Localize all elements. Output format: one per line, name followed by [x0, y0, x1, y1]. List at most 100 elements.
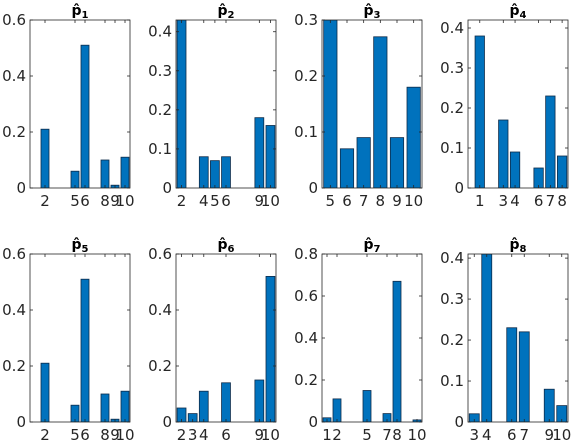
y-tick-label: 0.6 [294, 287, 318, 305]
subplot-3: 0 0.1 0.2 0.3 5 6 7 8 9 10 p̂3 [294, 3, 423, 210]
subplot-title: p̂7 [364, 237, 381, 255]
x-tick-label: 10 [261, 192, 280, 210]
bar [498, 119, 509, 188]
bar [265, 275, 276, 422]
bar [100, 393, 110, 422]
axes-box [321, 253, 423, 423]
x-tick-label: 7 [519, 426, 529, 444]
x-tick-label: 2 [40, 426, 50, 444]
subplot-6: 0 0.2 0.4 0.6 2 3 4 6 910 p̂6 [148, 237, 280, 444]
x-tick-label: 6 [221, 192, 231, 210]
bar [533, 167, 544, 188]
bar [323, 20, 338, 188]
bar [40, 128, 50, 188]
y-tick-label: 0.3 [294, 11, 318, 29]
x-tick-label: 4 [482, 426, 492, 444]
x-tick-label: 6 [221, 426, 231, 444]
x-tick-label: 5 [326, 192, 336, 210]
subplot-title: p̂1 [72, 3, 89, 21]
y-tick-label: 0.2 [148, 101, 172, 119]
bar [176, 407, 187, 422]
subplot-1: 0 0.2 0.4 0.6 2 5 6 8 910 p̂1 [2, 3, 134, 210]
axes-box [29, 19, 131, 189]
bar [198, 156, 209, 188]
bar [80, 44, 90, 188]
y-tick-label: 0.2 [440, 99, 464, 117]
bars [176, 20, 276, 188]
y-tick-label: 0.1 [294, 123, 318, 141]
axes-box [467, 19, 569, 189]
x-tick-label: 2 [177, 426, 187, 444]
y-tick-label: 0 [308, 413, 318, 431]
bar [362, 390, 372, 422]
bar [254, 117, 265, 188]
bars [176, 275, 276, 422]
subplot-title: p̂2 [218, 3, 235, 21]
bars [468, 254, 568, 422]
x-tick-label: 3 [469, 426, 479, 444]
axes-box [321, 19, 423, 189]
bar [389, 137, 405, 188]
x-tick-label: 10 [404, 192, 423, 210]
y-tick-label: 0.3 [148, 62, 172, 80]
bar [356, 137, 371, 188]
y-tick-label: 0.4 [2, 67, 26, 85]
subplot-5: 0 0.2 0.4 0.6 2 5 6 8 910 p̂5 [2, 237, 134, 444]
bar [392, 280, 402, 422]
bar [543, 388, 555, 422]
x-tick-label: 8 [557, 192, 567, 210]
bars [322, 280, 422, 422]
bar [100, 159, 110, 188]
y-tick-label: 0.2 [294, 67, 318, 85]
y-tick-label: 0.4 [440, 249, 464, 267]
y-tick-label: 0.8 [294, 245, 318, 263]
x-tick-label: 3 [188, 426, 198, 444]
x-tick-label: 4 [199, 426, 209, 444]
y-tick-label: 0 [162, 413, 172, 431]
x-tick-label: 8 [392, 426, 402, 444]
x-tick-label: 1 [322, 426, 332, 444]
x-tick-label: 6 [80, 426, 90, 444]
bar [339, 148, 355, 188]
bars [323, 20, 421, 188]
subplot-8: 0 0.1 0.2 0.3 0.4 3 4 6 7 910 p̂8 [440, 237, 571, 444]
bar [120, 156, 130, 188]
axes-box [29, 253, 131, 423]
x-tick-label: 4 [510, 192, 520, 210]
bar [481, 254, 493, 422]
x-tick-label: 5 [70, 192, 80, 210]
x-tick-label: 10 [261, 426, 280, 444]
bar [373, 36, 388, 188]
y-tick-label: 0.4 [148, 23, 172, 41]
x-tick-label: 9 [255, 426, 265, 444]
y-tick-label: 0.2 [440, 331, 464, 349]
x-tick-label: 9 [392, 192, 402, 210]
x-tick-label: 9 [110, 192, 120, 210]
bar [557, 155, 568, 188]
x-tick-label: 6 [80, 192, 90, 210]
bar [254, 379, 265, 422]
y-tick-label: 0 [162, 179, 172, 197]
x-tick-label: 7 [359, 192, 369, 210]
bar [187, 413, 198, 422]
bar [221, 156, 231, 188]
y-tick-label: 0 [454, 179, 464, 197]
x-tick-label: 6 [507, 426, 517, 444]
bar [70, 404, 80, 422]
bar [332, 398, 342, 422]
x-tick-label: 10 [552, 426, 571, 444]
x-tick-label: 2 [177, 192, 187, 210]
bar [176, 20, 187, 188]
y-tick-label: 0.3 [440, 59, 464, 77]
y-tick-label: 0.1 [148, 140, 172, 158]
subplot-2: 0 0.1 0.2 0.3 0.4 2 4 5 6 910 p̂2 [148, 3, 280, 210]
subplot-7: 0 0.2 0.4 0.6 0.8 1 2 5 7 8 10 p̂7 [294, 237, 426, 444]
x-tick-label: 3 [499, 192, 509, 210]
y-tick-label: 0 [16, 179, 26, 197]
subplot-title: p̂6 [218, 237, 235, 255]
bar [221, 382, 231, 422]
y-tick-label: 0.2 [294, 371, 318, 389]
x-tick-label: 9 [255, 192, 265, 210]
y-tick-label: 0.6 [2, 245, 26, 263]
